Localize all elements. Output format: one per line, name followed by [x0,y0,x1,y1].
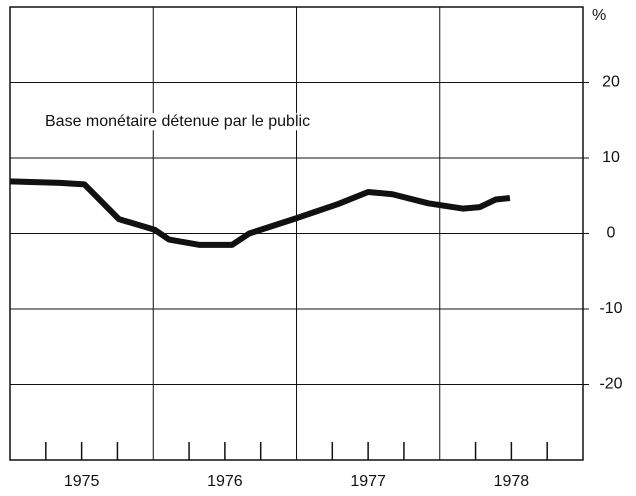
x-tick-label: 1978 [494,473,530,490]
annotation-bg [43,113,313,131]
annotation: Base monétaire détenue par le public [45,113,310,130]
x-tick-label: 1975 [64,473,100,490]
y-tick-label: -20 [599,376,622,393]
line [9,178,511,248]
y-unit: % [592,7,606,24]
y-tick-label: 10 [602,149,620,166]
y-tick-label: 20 [602,74,620,91]
x-tick-label: 1977 [350,473,386,490]
y-tick-label: -10 [599,300,622,317]
x-tick-label: 1976 [207,473,243,490]
y-tick-label: 0 [607,225,616,242]
